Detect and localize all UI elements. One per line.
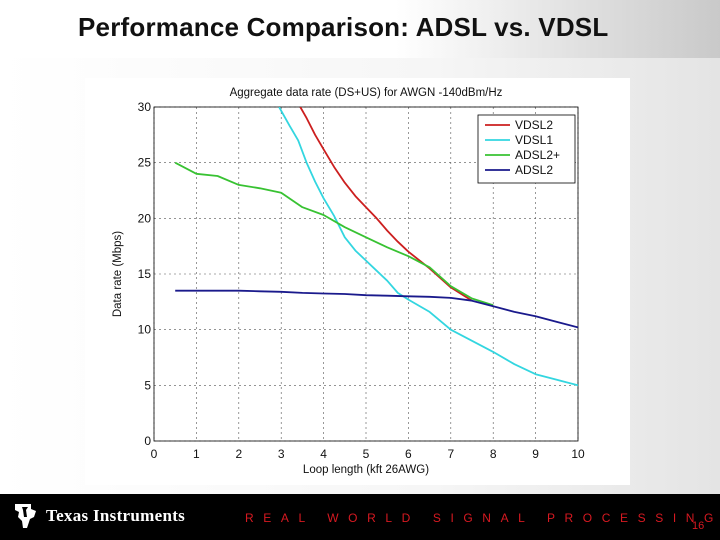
y-tick-label: 25 (138, 156, 152, 170)
x-tick-label: 6 (405, 447, 412, 461)
x-tick-label: 0 (151, 447, 158, 461)
ti-logo: Texas Instruments (12, 500, 185, 532)
tagline: REAL WORLD SIGNAL PROCESSING™ (245, 511, 720, 525)
x-tick-label: 8 (490, 447, 497, 461)
x-tick-label: 1 (193, 447, 200, 461)
chart-panel: 0 1 2 3 4 5 6 7 8 9 10 0 5 10 15 20 25 30 Aggregate data … (85, 78, 630, 485)
legend-label: VDSL1 (515, 133, 553, 147)
legend-label: VDSL2 (515, 118, 553, 132)
x-axis-label: Loop length (kft 26AWG) (303, 464, 429, 476)
y-tick-label: 20 (138, 211, 152, 225)
series-layer (174, 107, 578, 387)
x-tick-label: 2 (235, 447, 242, 461)
x-tick-label: 4 (320, 447, 327, 461)
series-line-vdsl1 (278, 107, 578, 387)
y-tick-label: 5 (144, 378, 151, 392)
line-chart: 0 1 2 3 4 5 6 7 8 9 10 0 5 10 15 20 25 30 Aggregate data … (85, 78, 630, 485)
page-number: 16 (692, 520, 705, 532)
ti-logo-icon (15, 504, 36, 528)
y-tick-label: 15 (138, 267, 152, 281)
x-tick-label: 10 (571, 447, 585, 461)
y-axis-label: Data rate (Mbps) (112, 231, 124, 317)
chart-title: Aggregate data rate (DS+US) for AWGN -14… (230, 87, 503, 99)
legend-label: ADSL2+ (515, 148, 560, 162)
legend-box (477, 114, 576, 184)
plot-area-border (153, 106, 579, 442)
y-tick-label: 10 (138, 323, 152, 337)
x-tick-label: 3 (278, 447, 285, 461)
x-tick-label: 9 (532, 447, 539, 461)
series-line-adsl2- (174, 161, 494, 307)
header-band (0, 0, 720, 58)
x-tick-label: 7 (447, 447, 454, 461)
series-line-adsl2 (175, 289, 578, 329)
slide-title: Performance Comparison: ADSL vs. VDSL (78, 12, 609, 42)
y-tick-label: 30 (138, 100, 152, 114)
legend-label: ADSL2 (515, 163, 553, 177)
footer-band (0, 494, 720, 540)
brand-name: Texas Instruments (46, 506, 186, 525)
y-tick-label: 0 (144, 434, 151, 448)
tick-layer: 0 1 2 3 4 5 6 7 8 9 10 0 5 10 15 20 25 30 (138, 100, 585, 461)
x-tick-label: 5 (363, 447, 370, 461)
